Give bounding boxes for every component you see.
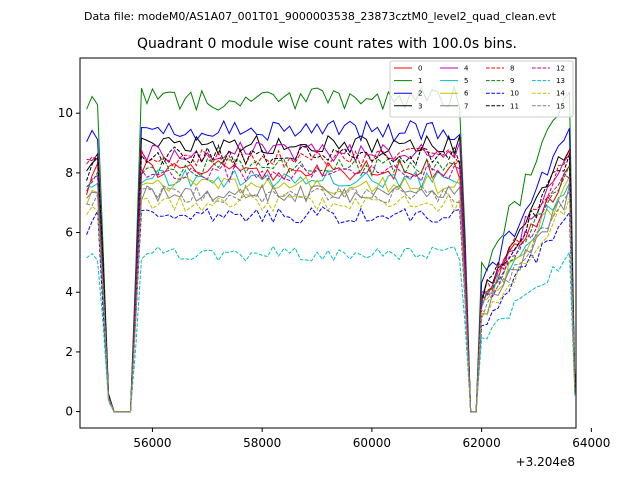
series-line-10 [86, 206, 576, 413]
legend-box [389, 60, 574, 118]
y-tick-label: 2 [65, 345, 73, 359]
series-line-7 [86, 183, 576, 413]
legend-label-3: 3 [418, 102, 422, 110]
legend-label-12: 12 [556, 65, 565, 73]
series-line-15 [86, 184, 576, 413]
legend-label-6: 6 [464, 90, 469, 98]
series-line-3 [86, 134, 576, 413]
legend-label-11: 11 [510, 102, 519, 110]
series-lines [86, 84, 576, 413]
legend-label-1: 1 [418, 77, 422, 85]
legend-label-4: 4 [464, 65, 469, 73]
legend-label-8: 8 [510, 65, 514, 73]
y-axis: 0 2 4 6 8 10 [58, 106, 80, 419]
y-tick-label: 10 [58, 106, 73, 120]
legend-label-2: 2 [418, 90, 422, 98]
legend-label-15: 15 [556, 102, 565, 110]
x-axis-offset-label: +3.204e8 [516, 455, 575, 469]
y-tick-label: 6 [65, 226, 73, 240]
series-line-2 [86, 119, 576, 413]
series-line-11 [86, 144, 576, 413]
legend-label-9: 9 [510, 77, 514, 85]
x-axis: 56000 58000 60000 62000 64000 [133, 428, 610, 450]
chart-suptitle: Data file: modeM0/AS1A07_001T01_90000035… [84, 10, 557, 23]
series-line-13 [86, 245, 576, 413]
series-line-14 [86, 192, 576, 413]
series-line-12 [86, 163, 576, 413]
series-line-4 [86, 141, 576, 413]
x-tick-label: 58000 [243, 436, 281, 450]
series-line-6 [86, 174, 576, 413]
legend-label-10: 10 [510, 90, 519, 98]
legend-label-14: 14 [556, 90, 565, 98]
y-tick-label: 0 [65, 405, 73, 419]
legend-label-5: 5 [464, 77, 468, 85]
x-tick-label: 60000 [353, 436, 391, 450]
chart-title: Quadrant 0 module wise count rates with … [137, 36, 517, 52]
legend-label-0: 0 [418, 65, 422, 73]
y-tick-label: 4 [65, 285, 73, 299]
y-tick-label: 8 [65, 166, 73, 180]
legend-label-7: 7 [464, 102, 468, 110]
plot-area [79, 57, 577, 429]
series-line-9 [86, 156, 576, 413]
x-tick-label: 62000 [463, 436, 501, 450]
x-tick-label: 56000 [133, 436, 171, 450]
legend-label-13: 13 [556, 77, 565, 85]
x-tick-label: 64000 [572, 436, 610, 450]
series-line-1 [86, 84, 576, 413]
